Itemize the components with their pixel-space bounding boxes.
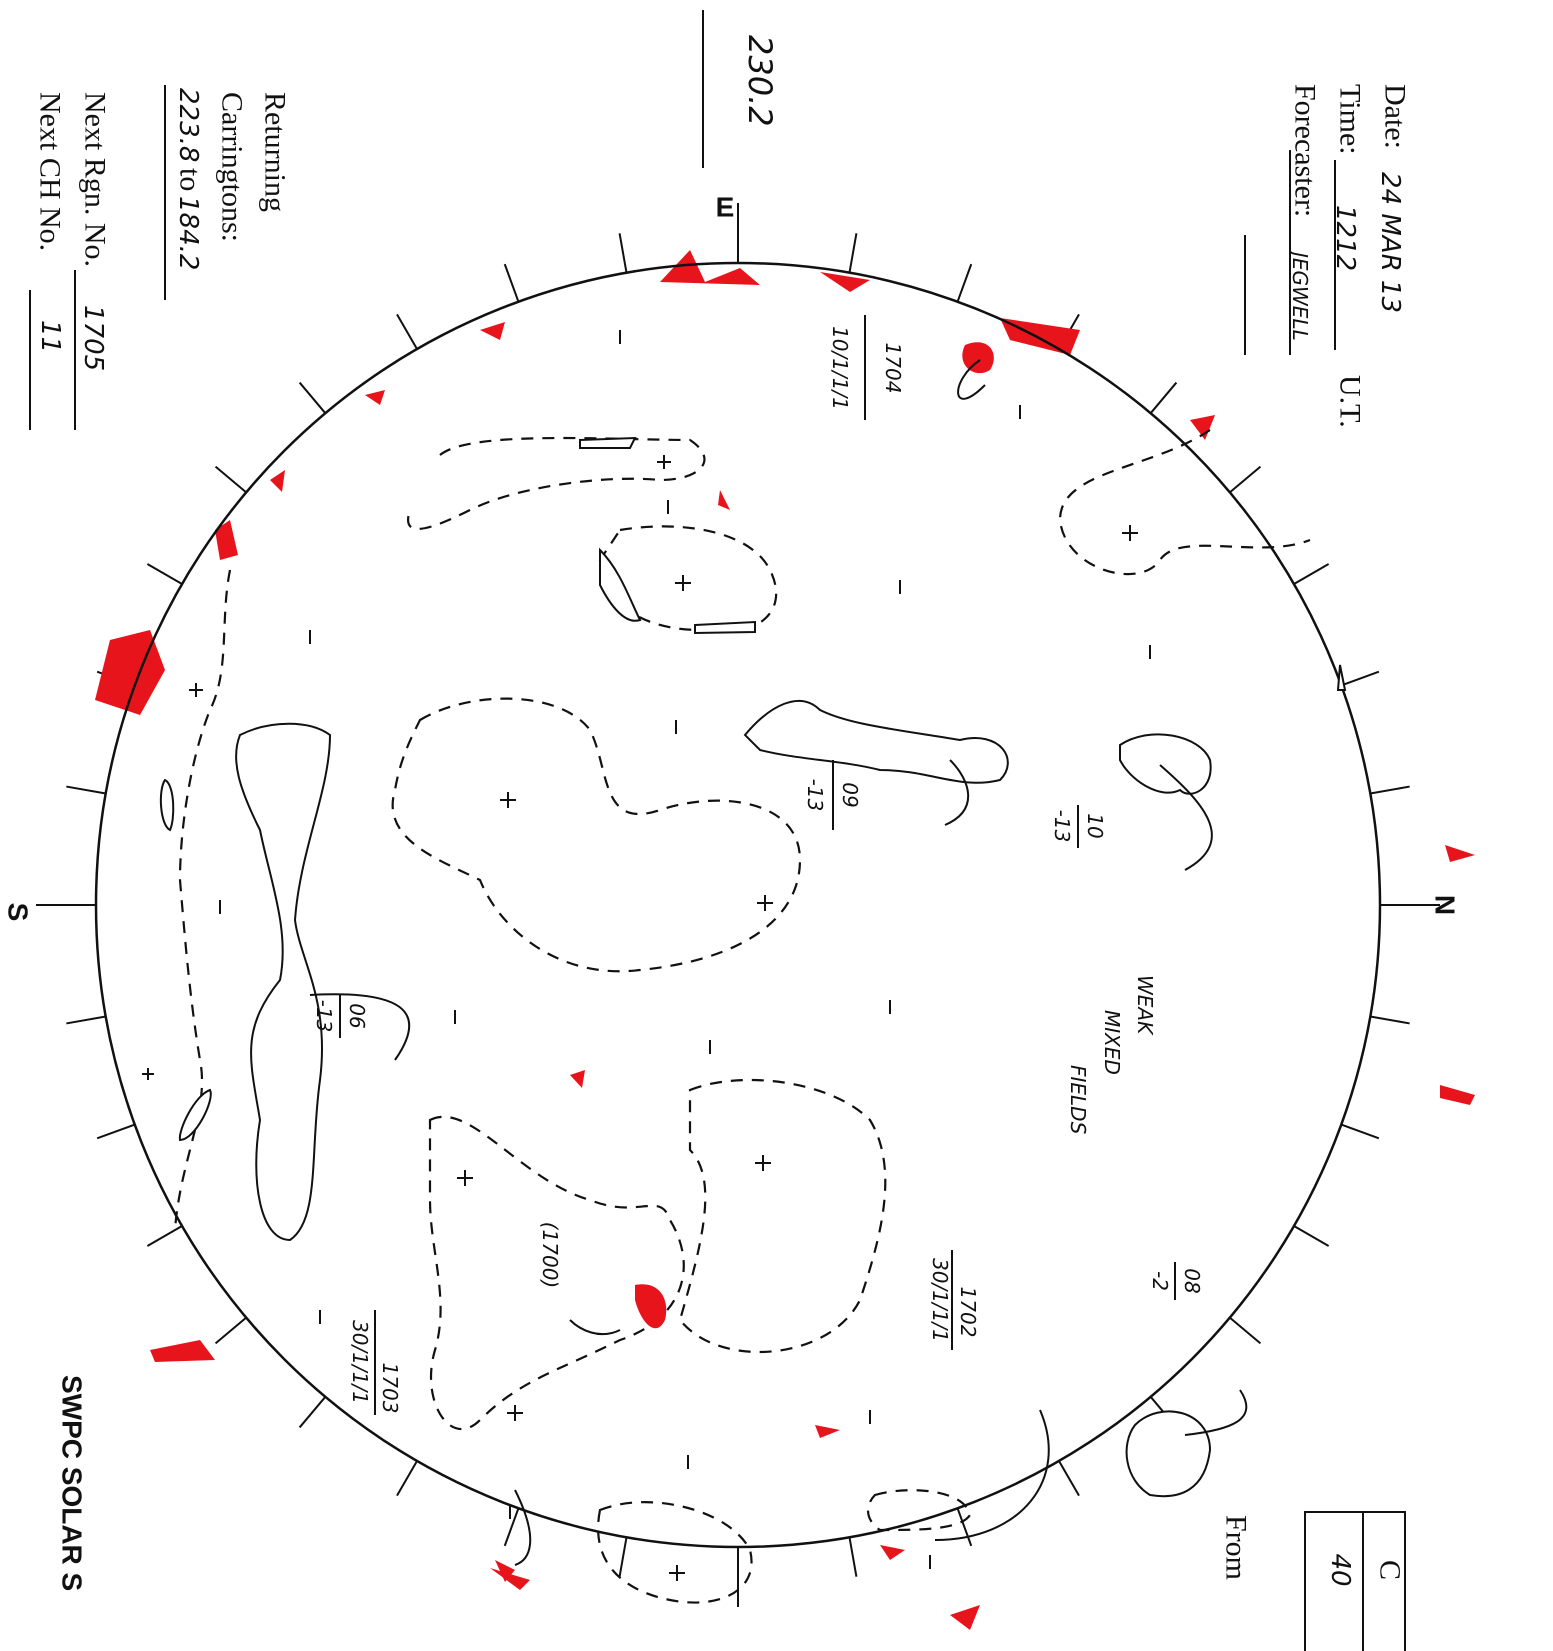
limb-tick xyxy=(300,383,326,414)
ch-value: -13 xyxy=(312,1000,336,1033)
plage-label: (1700) xyxy=(538,1222,562,1289)
region-number: 1704 xyxy=(881,343,905,394)
limb-tick xyxy=(849,233,856,272)
ch-value: -13 xyxy=(803,779,827,812)
from-label: From xyxy=(1220,1515,1253,1580)
limb-tick xyxy=(1294,1226,1329,1246)
ch-value: -13 xyxy=(1050,810,1074,843)
forecaster-label: Forecaster: xyxy=(1289,84,1322,217)
next-ch-label: Next CH No. xyxy=(34,92,67,251)
arrows xyxy=(310,360,1246,1565)
limb-tick xyxy=(958,1508,972,1546)
ch-number: 09 xyxy=(838,782,862,807)
north-label: N xyxy=(1430,895,1461,915)
date-value: 24 MAR 13 xyxy=(1375,172,1405,313)
limb-tick xyxy=(849,1537,856,1576)
limb-tick xyxy=(1230,467,1261,493)
table-value: 40 xyxy=(1325,1553,1355,1586)
ch-number: 06 xyxy=(345,1003,369,1028)
limb-tick xyxy=(1230,1318,1261,1344)
limb-tick xyxy=(300,1397,326,1428)
east-label: E xyxy=(716,192,735,223)
limb-plage xyxy=(95,250,1475,1630)
limb-tick xyxy=(1294,564,1329,584)
time-unit: U.T. xyxy=(1334,375,1367,428)
region-class: 10/1/1/1 xyxy=(828,326,852,410)
forecaster-value: JEGWELL xyxy=(1288,248,1312,341)
limb-tick xyxy=(1151,383,1177,414)
time-label: Time: xyxy=(1334,84,1367,155)
limb-tick xyxy=(147,564,182,584)
limb-tick xyxy=(505,264,519,302)
date-label: Date: xyxy=(1379,84,1412,149)
limb-tick xyxy=(66,787,105,794)
carrington-to-label: to xyxy=(174,168,207,191)
carringtons-label: Carringtons: xyxy=(216,92,249,242)
annotation: MIXED xyxy=(1100,1010,1124,1075)
limb-tick xyxy=(1341,672,1379,686)
next-region-label: Next Rgn. No. xyxy=(79,92,112,267)
ch-value: -2 xyxy=(1148,1271,1172,1291)
region-number: 1702 xyxy=(956,1287,980,1338)
limb-tick xyxy=(147,1226,182,1246)
limb-tick xyxy=(958,264,972,302)
footer-title: SWPC SOLAR S xyxy=(57,1375,88,1591)
limb-tick xyxy=(216,467,247,493)
limb-tick xyxy=(1370,1016,1409,1023)
form-lines xyxy=(30,10,1405,1651)
ch-number: 10 xyxy=(1083,813,1107,838)
region-class: 30/1/1/1 xyxy=(928,1258,952,1342)
limb-ticks xyxy=(36,203,1440,1607)
table-header: C xyxy=(1374,1560,1407,1580)
limb-tick xyxy=(620,1537,627,1576)
filaments xyxy=(161,438,1345,1496)
region-number: 1703 xyxy=(378,1363,402,1414)
limb-tick xyxy=(397,314,417,349)
ch-number: 08 xyxy=(1180,1268,1204,1293)
region-class: 30/1/1/1 xyxy=(348,1320,372,1404)
limb-tick xyxy=(97,1125,135,1139)
next-ch-value: 11 xyxy=(35,320,65,353)
synoptic-map: Date: 24 MAR 13 Time: 1212 U.T. Forecast… xyxy=(0,0,1553,1651)
annotation: FIELDS xyxy=(1066,1065,1090,1135)
annotation: WEAK xyxy=(1133,975,1157,1036)
limb-tick xyxy=(66,1016,105,1023)
limb-tick xyxy=(620,233,627,272)
limb-tick xyxy=(1059,1461,1079,1496)
limb-tick xyxy=(1370,787,1409,794)
limb-tick xyxy=(216,1318,247,1344)
south-label: S xyxy=(3,903,34,922)
carrington-from: 223.8 xyxy=(173,88,203,162)
page: {"header":{"date_label":"Date:","date":"… xyxy=(0,0,1553,1651)
next-region-value: 1705 xyxy=(78,305,108,371)
limb-tick xyxy=(1341,1125,1379,1139)
fraction-lines xyxy=(340,315,1175,1415)
limb-tick xyxy=(505,1508,519,1546)
carrington-to: 184.2 xyxy=(173,196,203,270)
central-carrington: 230.2 xyxy=(741,35,779,127)
returning-label: Returning xyxy=(259,92,292,212)
limb-tick xyxy=(397,1461,417,1496)
